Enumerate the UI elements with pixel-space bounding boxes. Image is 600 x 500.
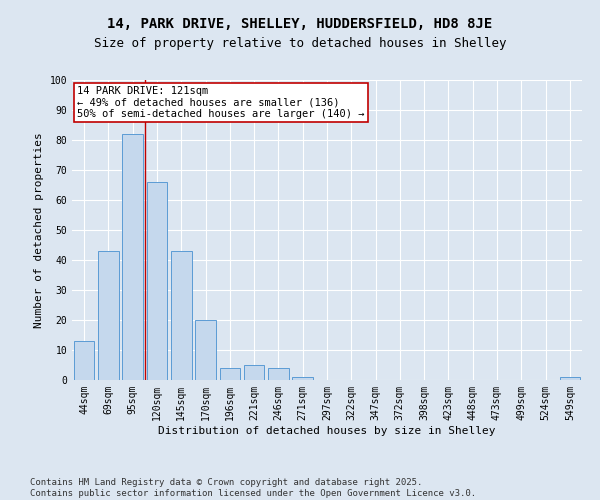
- Text: Size of property relative to detached houses in Shelley: Size of property relative to detached ho…: [94, 38, 506, 51]
- Text: 14, PARK DRIVE, SHELLEY, HUDDERSFIELD, HD8 8JE: 14, PARK DRIVE, SHELLEY, HUDDERSFIELD, H…: [107, 18, 493, 32]
- Bar: [268, 368, 289, 380]
- Bar: [171, 251, 191, 380]
- Bar: [122, 134, 143, 380]
- Bar: [220, 368, 240, 380]
- Text: Contains HM Land Registry data © Crown copyright and database right 2025.
Contai: Contains HM Land Registry data © Crown c…: [30, 478, 476, 498]
- Bar: [244, 365, 265, 380]
- Y-axis label: Number of detached properties: Number of detached properties: [34, 132, 44, 328]
- Bar: [146, 182, 167, 380]
- Bar: [74, 341, 94, 380]
- X-axis label: Distribution of detached houses by size in Shelley: Distribution of detached houses by size …: [158, 426, 496, 436]
- Text: 14 PARK DRIVE: 121sqm
← 49% of detached houses are smaller (136)
50% of semi-det: 14 PARK DRIVE: 121sqm ← 49% of detached …: [77, 86, 365, 119]
- Bar: [292, 377, 313, 380]
- Bar: [560, 377, 580, 380]
- Bar: [98, 251, 119, 380]
- Bar: [195, 320, 216, 380]
